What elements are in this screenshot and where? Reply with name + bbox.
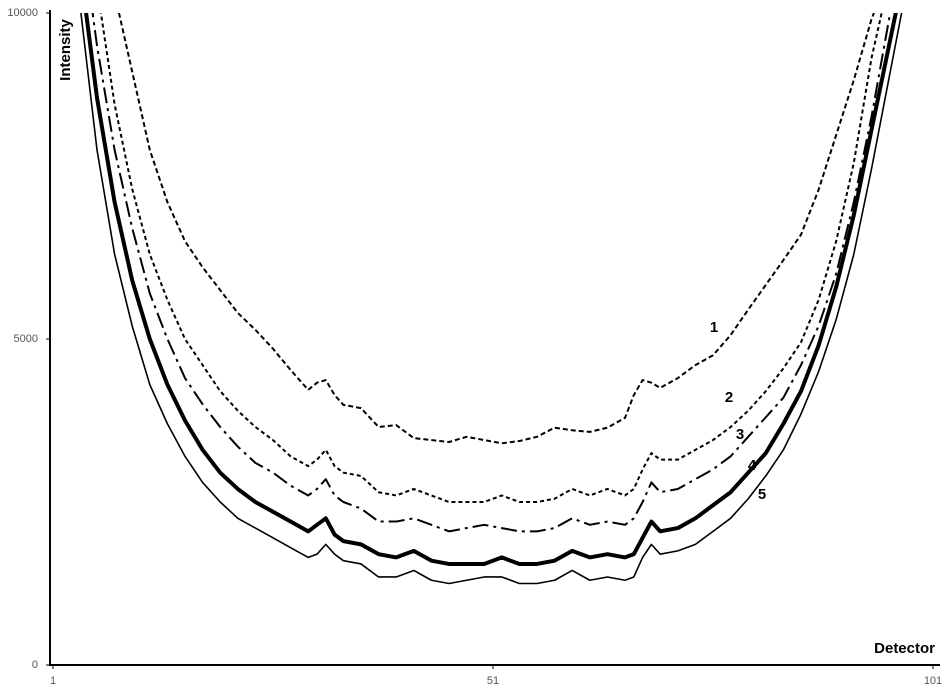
series-label: 1 <box>710 319 718 336</box>
series-label: 4 <box>748 457 757 474</box>
series-label: 2 <box>725 389 733 406</box>
series-label: 5 <box>758 486 766 503</box>
x-axis-label: Detector <box>874 640 935 657</box>
x-tick-label: 1 <box>50 675 56 687</box>
plot-area <box>80 13 903 585</box>
y-tick-label: 0 <box>32 659 38 671</box>
x-tick-label: 101 <box>924 675 942 687</box>
series-label: 3 <box>736 426 744 443</box>
y-tick-label: 10000 <box>7 7 38 19</box>
series-line <box>84 13 898 566</box>
y-axis-label: Intensity <box>57 19 74 81</box>
x-tick-label: 51 <box>487 675 499 687</box>
y-tick-label: 5000 <box>14 333 38 345</box>
series-line <box>80 13 903 585</box>
series-line <box>117 13 875 445</box>
series-line <box>91 13 892 533</box>
series-line <box>99 13 883 503</box>
